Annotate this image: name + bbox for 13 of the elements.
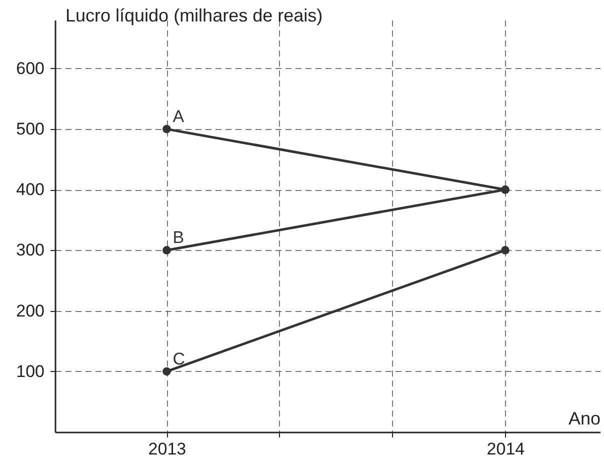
y-tick-label: 500 xyxy=(16,120,44,139)
series-label: C xyxy=(172,349,185,368)
y-tick-label: 200 xyxy=(16,301,44,320)
y-tick-label: 100 xyxy=(16,362,44,381)
series-label: B xyxy=(172,228,184,248)
x-axis-title: Ano xyxy=(568,408,600,428)
series-label: A xyxy=(172,107,185,126)
y-tick-label: 300 xyxy=(16,240,44,260)
x-tick-label: 2013 xyxy=(148,440,186,458)
y-tick-label: 400 xyxy=(16,180,44,200)
x-tick-label: 2014 xyxy=(486,440,525,458)
y-tick-label: 600 xyxy=(16,58,44,78)
y-axis-title: Lucro líquido (milhares de reais) xyxy=(66,6,323,26)
